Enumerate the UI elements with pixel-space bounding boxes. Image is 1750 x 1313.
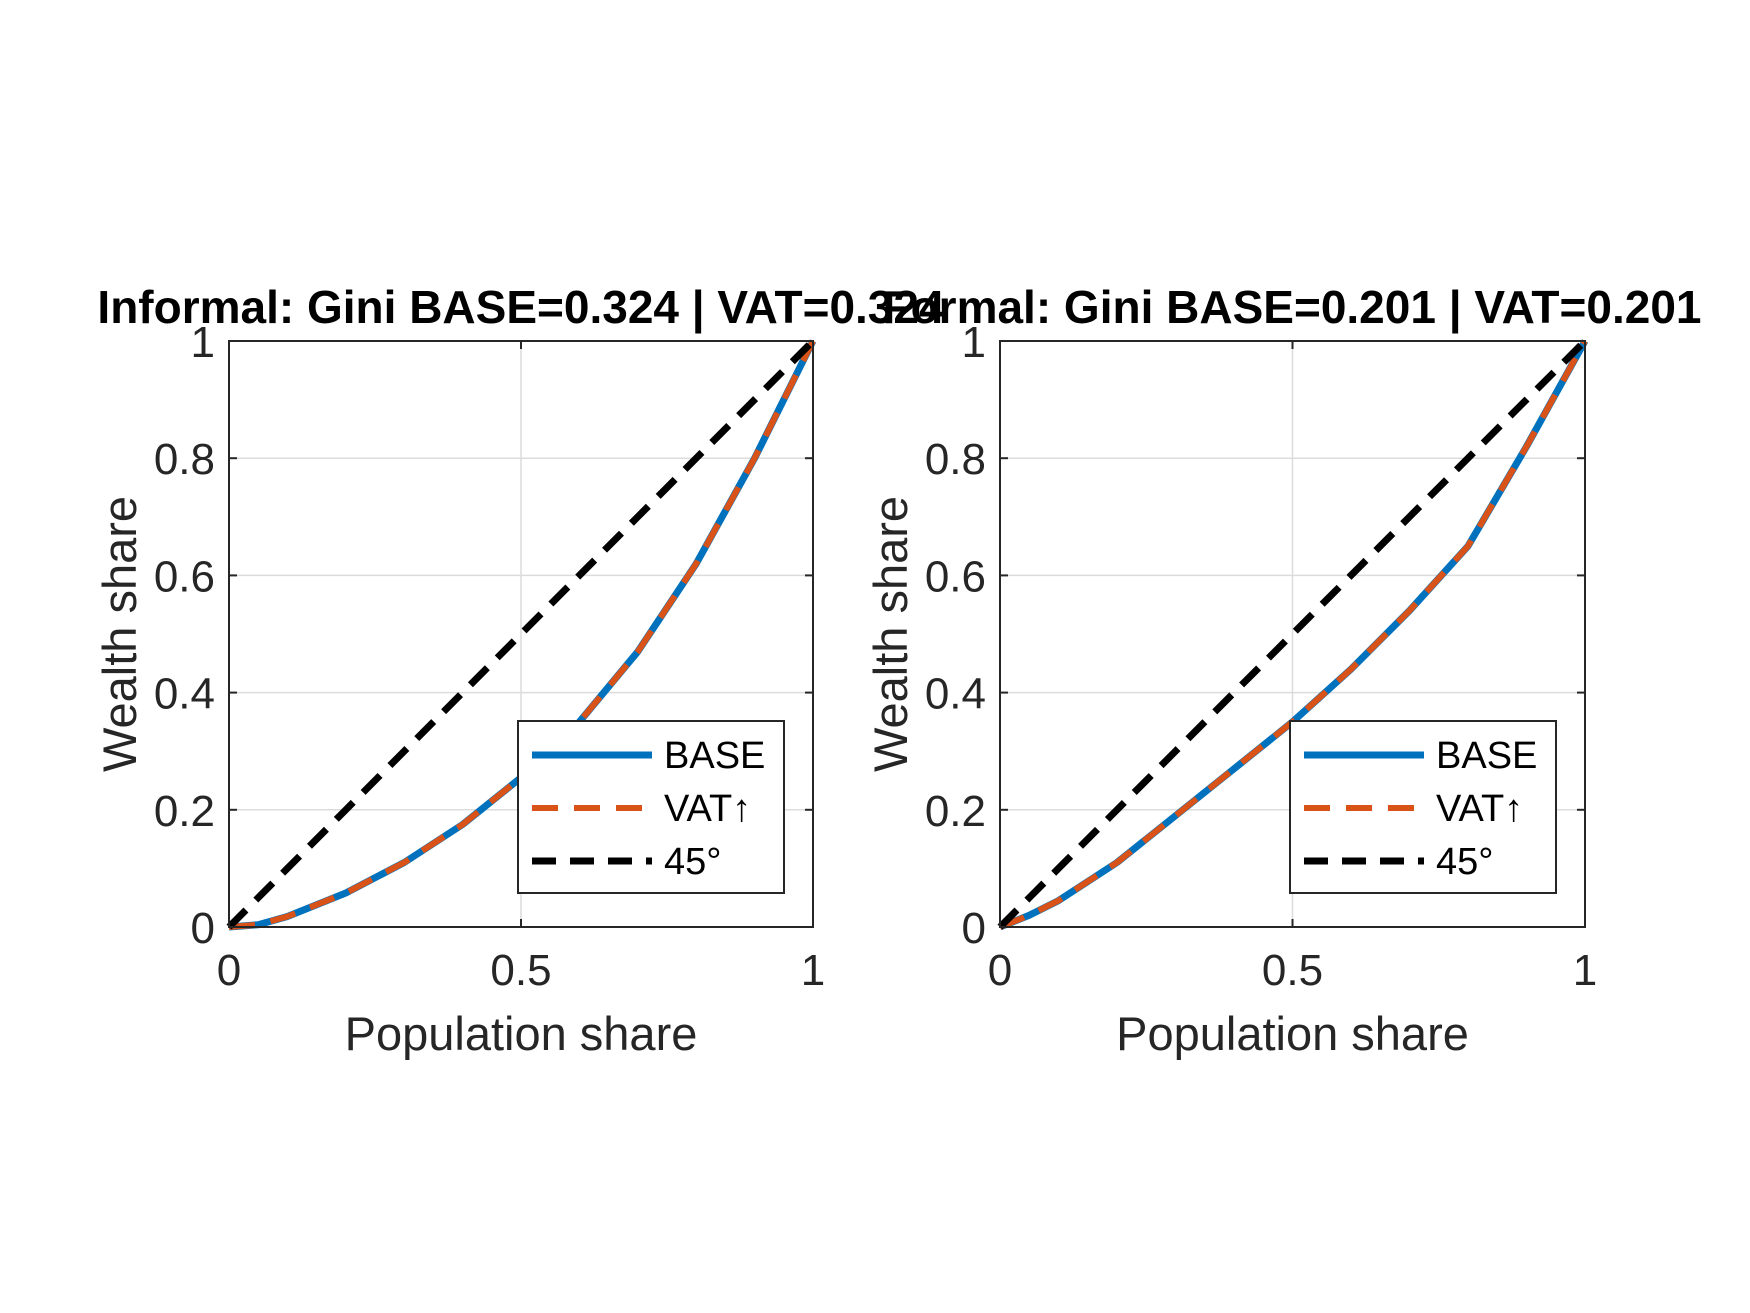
- y-tick-label: 0.6: [925, 552, 986, 601]
- y-tick-label: 0.4: [925, 670, 986, 719]
- chart-panel-2: 0 0.5 1 0 0.2 0.4 0.6 0.8 1 Population share Wealt…: [864, 281, 1702, 1060]
- x-tick-label: 0: [988, 946, 1012, 995]
- legend: BASE VAT↑ 45°: [1289, 720, 1557, 894]
- x-tick-label: 1: [801, 946, 825, 995]
- y-tick-label: 0.8: [154, 435, 215, 484]
- y-axis-label: Wealth share: [93, 496, 146, 772]
- series-line-vat: [228, 339, 816, 930]
- x-axis-label: Population share: [345, 1007, 698, 1060]
- y-tick-label: 0.2: [154, 787, 215, 836]
- y-tick-label: 0: [191, 904, 215, 953]
- x-tick-label: 0.5: [1262, 946, 1323, 995]
- chart-title: Informal: Gini BASE=0.324 | VAT=0.324: [97, 281, 945, 333]
- y-tick-label: 0.2: [925, 787, 986, 836]
- y-tick-label: 0: [962, 904, 986, 953]
- legend-label: BASE: [1436, 735, 1537, 777]
- legend-label: VAT↑: [1436, 788, 1523, 830]
- series-line-45: [997, 338, 1588, 930]
- x-tick-label: 1: [1573, 946, 1597, 995]
- legend-label: BASE: [664, 735, 765, 777]
- y-tick-label: 0.4: [154, 670, 215, 719]
- y-axis-label: Wealth share: [864, 496, 917, 772]
- chart-panel-1: 0 0.5 1 0 0.2 0.4 0.6 0.8 1 Population share Wealt…: [93, 281, 945, 1060]
- legend-label: VAT↑: [664, 788, 751, 830]
- chart-title: Formal: Gini BASE=0.201 | VAT=0.201: [882, 281, 1701, 333]
- legend-label: 45°: [1436, 841, 1493, 883]
- y-tick-label: 1: [191, 318, 215, 367]
- y-tick-label: 0.6: [154, 552, 215, 601]
- y-tick-label: 0.8: [925, 435, 986, 484]
- x-tick-label: 0: [217, 946, 241, 995]
- legend-label: 45°: [664, 841, 721, 883]
- y-tick-label: 1: [962, 318, 986, 367]
- series-line-45: [226, 338, 816, 930]
- x-axis-label: Population share: [1116, 1007, 1469, 1060]
- legend: BASE VAT↑ 45°: [517, 720, 785, 894]
- x-tick-label: 0.5: [490, 946, 551, 995]
